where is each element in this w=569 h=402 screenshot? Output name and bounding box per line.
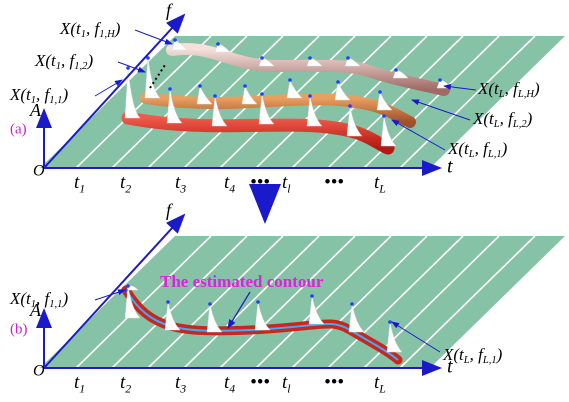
subscript: 3 xyxy=(179,182,186,195)
text-part: ••• xyxy=(324,372,344,393)
point-label: X(t1, f1,2) xyxy=(34,51,93,73)
text-part: X(t xyxy=(442,345,465,364)
text-part: ) xyxy=(496,345,503,364)
diagram: fAOt(a)t1t2t3t4•••tl•••tLX(t1, f1,H)X(t1… xyxy=(0,0,569,402)
text-part: ) xyxy=(61,85,68,104)
peak-dot xyxy=(346,56,350,60)
peak-dot xyxy=(350,302,354,306)
point-label: X(tL, fL,1) xyxy=(447,139,508,161)
peak-dot xyxy=(310,294,314,298)
peak-dot xyxy=(208,302,212,306)
tick-label: tl xyxy=(282,372,291,395)
subscript: 1,2 xyxy=(74,62,88,73)
subscript: L,H xyxy=(517,90,535,101)
peak-dot xyxy=(394,68,398,72)
tick-label: t4 xyxy=(224,172,235,195)
subscript: 1,H xyxy=(99,30,116,41)
subscript: L xyxy=(378,182,386,195)
tick-label: t3 xyxy=(175,172,186,195)
peak-dot xyxy=(126,284,130,288)
peak-dot xyxy=(260,56,264,60)
panel-tag: (a) xyxy=(10,121,27,137)
panel-tag: (b) xyxy=(10,321,28,337)
peak-dot xyxy=(336,80,340,84)
tick-label: tl xyxy=(282,172,291,195)
peak-dot xyxy=(168,87,172,91)
peak-dot xyxy=(216,42,220,46)
point-label: X(t1, f1,1) xyxy=(9,85,68,107)
subscript: L,1 xyxy=(487,150,502,161)
subscript: l xyxy=(287,182,291,195)
point-label: X(t1, f1,H) xyxy=(59,19,121,41)
peak-dot xyxy=(166,300,170,304)
text-part: ) xyxy=(61,289,68,308)
text-part: X(t xyxy=(447,139,470,158)
text-part: ••• xyxy=(324,172,344,193)
text-part: ) xyxy=(501,139,508,158)
peak-dot xyxy=(173,38,177,42)
text-part: ) xyxy=(526,109,533,128)
peak-dot xyxy=(308,56,312,60)
axis-label: O xyxy=(33,163,45,180)
tick-label: t3 xyxy=(175,372,186,395)
peak-dot xyxy=(198,84,202,88)
text-part: ••• xyxy=(250,372,270,393)
axis-label: t xyxy=(447,156,453,178)
subscript: 4 xyxy=(229,382,235,395)
tick-label: tL xyxy=(374,372,386,395)
plane xyxy=(40,236,565,368)
tick-label: t2 xyxy=(120,172,131,195)
tick-label: ••• xyxy=(324,372,344,393)
peak-dot xyxy=(256,300,260,304)
peak-dot xyxy=(243,84,247,88)
subscript: L,2 xyxy=(512,120,527,131)
text-part: X(t xyxy=(34,51,57,70)
subscript: 2 xyxy=(125,382,131,395)
annotation: The estimated contour xyxy=(160,272,324,291)
peak-dot xyxy=(213,94,217,98)
axis-label: f xyxy=(166,0,174,20)
subscript: 1,1 xyxy=(49,96,62,107)
point-label: X(t1, f1,1) xyxy=(9,289,68,311)
peak-dot xyxy=(388,320,392,324)
subscript: 1 xyxy=(79,182,85,195)
point-label: X(tL, fL,2) xyxy=(472,109,533,131)
text-part: ) xyxy=(86,51,93,70)
peak-dot xyxy=(126,66,130,70)
tick-label: t1 xyxy=(74,172,85,195)
point-label: X(tL, fL,H) xyxy=(477,79,540,101)
peak-dot xyxy=(382,114,386,118)
subscript: 1,1 xyxy=(49,300,62,311)
point-label: X(tL, fL,1) xyxy=(442,345,503,367)
peak-dot xyxy=(260,92,264,96)
peak-dot xyxy=(378,90,382,94)
text-part: X(t xyxy=(9,289,32,308)
peak-dot xyxy=(288,78,292,82)
subscript: L xyxy=(378,382,386,395)
subscript: 1 xyxy=(79,382,85,395)
axis-label: O xyxy=(33,363,45,380)
tick-label: tL xyxy=(374,172,386,195)
text-part: X(t xyxy=(472,109,495,128)
text-part: X(t xyxy=(477,79,500,98)
text-part: ) xyxy=(533,79,540,98)
text-part: X(t xyxy=(9,85,32,104)
peak-dot xyxy=(438,78,442,82)
pointer xyxy=(135,30,172,44)
subscript: 2 xyxy=(125,182,131,195)
tick-label: t4 xyxy=(224,372,235,395)
axis-label: f xyxy=(166,200,174,220)
subscript: l xyxy=(287,382,291,395)
text-part: X(t xyxy=(59,19,82,38)
subscript: 3 xyxy=(179,382,186,395)
subscript: L,1 xyxy=(482,356,497,367)
tick-label: t1 xyxy=(74,372,85,395)
tick-label: ••• xyxy=(324,172,344,193)
tick-label: t2 xyxy=(120,372,131,395)
text-part: ) xyxy=(114,19,121,38)
peak-dot xyxy=(308,94,312,98)
subscript: 4 xyxy=(229,182,235,195)
peak-dot xyxy=(348,104,352,108)
tick-label: ••• xyxy=(250,372,270,393)
